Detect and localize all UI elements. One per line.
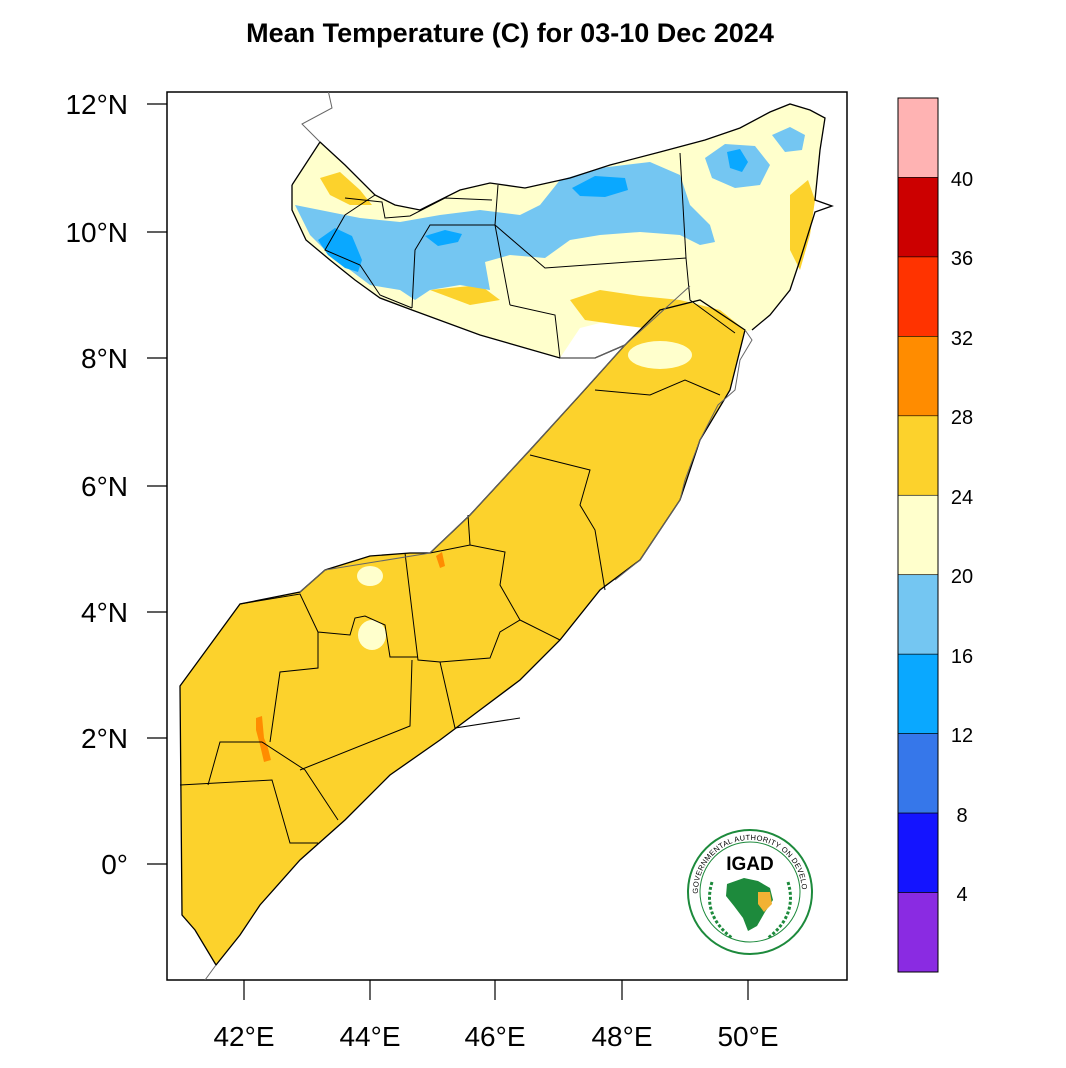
south-cool-patch-2 (358, 620, 386, 650)
igad-region-icon (758, 892, 772, 912)
colorbar-swatch (897, 177, 939, 258)
lon-label: 44°E (339, 1021, 400, 1052)
hot-spot-1 (256, 716, 271, 762)
lat-label: 2°N (81, 723, 128, 754)
lat-label: 6°N (81, 471, 128, 502)
lat-label: 4°N (81, 597, 128, 628)
colorbar-label: 28 (951, 407, 973, 429)
colorbar-swatch (897, 256, 939, 337)
colorbar-swatch (897, 812, 939, 893)
logo-text: IGAD (726, 854, 774, 875)
colorbar-label: 24 (951, 487, 973, 509)
lon-label: 48°E (591, 1021, 652, 1052)
colorbar-swatch (897, 494, 939, 576)
colorbar-swatch (897, 415, 939, 496)
north-warm-patch-west (320, 172, 372, 205)
colorbar: 40 36 32 28 24 20 16 12 8 4 (897, 97, 973, 973)
lat-label: 0° (101, 849, 128, 880)
colorbar-label: 4 (956, 884, 967, 906)
south-cool-patch-3 (628, 341, 692, 369)
colorbar-label: 16 (951, 646, 973, 668)
map-layers (179, 92, 834, 980)
hot-spot-2 (436, 552, 445, 568)
laurel-right-icon (767, 881, 792, 940)
cold-spot-east (727, 149, 748, 172)
africa-map-icon (726, 878, 773, 931)
lon-axis: 42°E 44°E 46°E 48°E 50°E (213, 980, 779, 1052)
north-warm-patch-central (430, 285, 500, 305)
lon-label: 46°E (464, 1021, 525, 1052)
map-title: Mean Temperature (C) for 03-10 Dec 2024 (246, 18, 774, 48)
cold-spot-mid (425, 230, 462, 246)
cool-region-16-20 (295, 162, 715, 300)
colorbar-label: 36 (951, 248, 973, 270)
colorbar-swatch (897, 336, 939, 417)
lon-label: 42°E (213, 1021, 274, 1052)
colorbar-swatch (897, 892, 939, 973)
north-coast-outline (291, 103, 834, 331)
colorbar-outline (897, 97, 939, 973)
regional-boundaries (179, 152, 736, 844)
colorbar-label: 40 (951, 169, 973, 191)
country-outline (179, 299, 746, 967)
colorbar-label: 8 (956, 805, 967, 827)
colorbar-swatch (897, 653, 939, 734)
lat-label: 12°N (65, 89, 128, 120)
neighbour-borders (204, 92, 753, 980)
colorbar-swatch (897, 733, 939, 814)
colorbar-swatch (897, 97, 939, 178)
lat-label: 10°N (65, 217, 128, 248)
south-cool-patch-1 (357, 566, 383, 586)
north-warm-patch-east (790, 180, 815, 270)
cool-patch-northeast (772, 127, 805, 152)
north-warm-band (570, 290, 745, 350)
colorbar-label: 20 (951, 566, 973, 588)
colorbar-label: 32 (951, 328, 973, 350)
cold-spot-central (572, 176, 628, 197)
lon-label: 50°E (717, 1021, 778, 1052)
colorbar-label: 12 (951, 725, 973, 747)
lat-axis: 12°N 10°N 8°N 6°N 4°N 2°N 0° (65, 89, 167, 880)
laurel-left-icon (708, 881, 733, 940)
somalia-region-24-28 (180, 300, 745, 965)
colorbar-swatch (897, 574, 939, 655)
lat-label: 8°N (81, 343, 128, 374)
